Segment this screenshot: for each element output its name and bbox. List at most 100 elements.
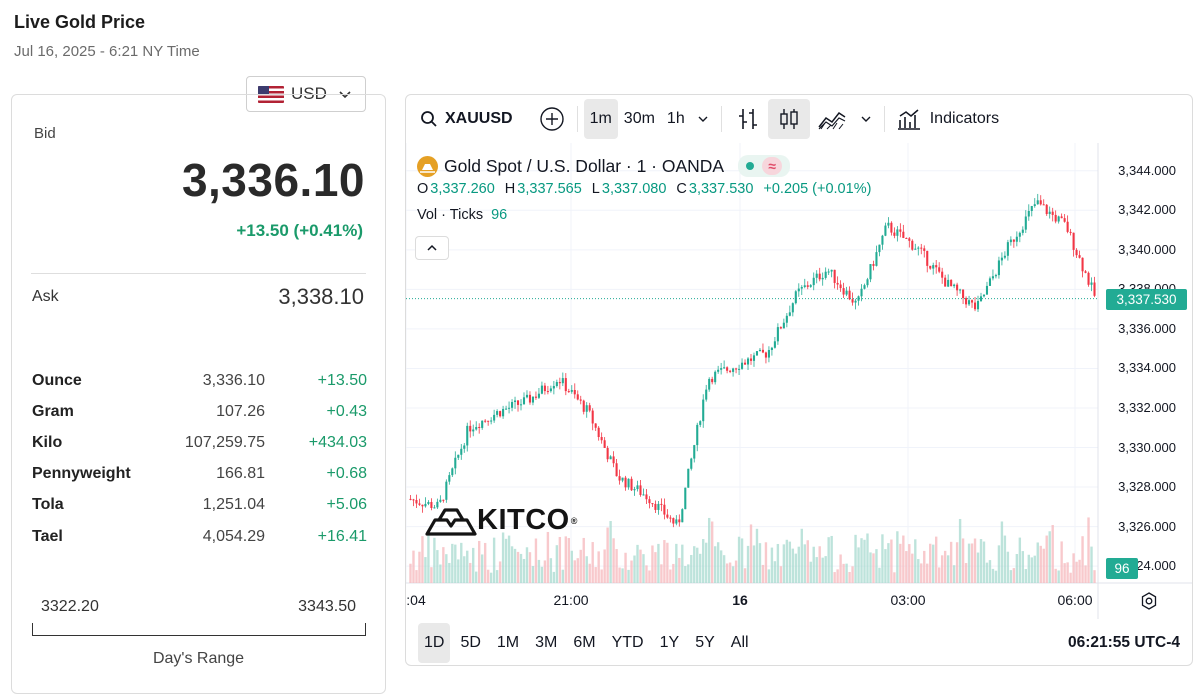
page-subtitle: Jul 16, 2025 - 6:21 NY Time [14, 43, 200, 60]
candle-body [815, 273, 818, 278]
volume-bar [794, 553, 798, 583]
ohlc-low: 3,337.080 [601, 181, 667, 197]
candle-body [1051, 211, 1054, 215]
volume-bar [866, 533, 869, 583]
volume-bar [430, 567, 433, 583]
candles-button[interactable] [767, 99, 810, 139]
candle-body [597, 427, 600, 438]
volume-bar [663, 540, 666, 583]
volume-bar [457, 559, 460, 583]
volume-bar [507, 535, 511, 583]
candle-body [887, 222, 890, 226]
volume-bar [899, 543, 902, 583]
candle-body [803, 285, 806, 288]
timezone-clock[interactable]: 06:21:55 UTC-4 [1068, 634, 1180, 651]
candle-body [657, 503, 660, 510]
compare-button[interactable] [533, 99, 571, 139]
chart-type-dropdown[interactable] [854, 99, 878, 139]
interval-1m[interactable]: 1m [583, 99, 618, 139]
volume-bar [1051, 525, 1054, 583]
range-5d[interactable]: 5D [460, 634, 481, 651]
volume-bar [863, 539, 866, 583]
volume-bar [770, 547, 774, 583]
ask-label: Ask [32, 288, 59, 305]
gold-symbol-icon [417, 155, 438, 177]
candle-body [800, 287, 803, 289]
volume-bar [755, 528, 759, 583]
range-1m[interactable]: 1M [496, 634, 520, 651]
volume-bar [439, 564, 442, 583]
ohlc-change: +0.205 (+0.01%) [763, 181, 872, 197]
range-1d[interactable]: 1D [418, 623, 451, 663]
unit-change: +13.50 [317, 371, 367, 389]
chart-area[interactable] [406, 143, 1193, 619]
volume-bar [454, 544, 457, 583]
candle-body [866, 279, 869, 286]
volume-bar [445, 554, 448, 583]
candles-icon [780, 109, 798, 129]
candle-body [505, 408, 508, 410]
candle-body [555, 382, 558, 387]
volume-bar [1045, 535, 1048, 583]
candle-body [525, 394, 529, 398]
chart-settings-icon[interactable] [1139, 591, 1159, 616]
volume-tag: 96 [1106, 558, 1138, 579]
candle-body [1000, 257, 1003, 261]
candle-body [752, 355, 756, 361]
candle-body [761, 349, 764, 353]
volume-bar [448, 562, 451, 583]
volume-bar [546, 531, 550, 583]
volume-bar [636, 544, 639, 583]
candle-body [836, 282, 839, 285]
interval-dropdown[interactable] [691, 99, 715, 139]
symbol-search-button[interactable]: XAUUSD [414, 99, 519, 139]
candle-body [857, 296, 860, 301]
candle-body [1015, 236, 1018, 242]
candle-body [1060, 216, 1063, 219]
volume-bar [579, 549, 582, 583]
candle-body [663, 504, 666, 515]
candle-body [567, 391, 570, 393]
area-chart-button[interactable] [810, 99, 854, 139]
collapse-legend-button[interactable] [415, 236, 449, 260]
volume-bar [1000, 521, 1004, 583]
volume-bar [540, 566, 544, 583]
candle-body [726, 367, 729, 371]
ohlc-open-key: O [417, 181, 429, 197]
candle-body [496, 411, 499, 415]
range-6m[interactable]: 6M [573, 634, 596, 651]
volume-bar [943, 550, 947, 583]
range-ytd[interactable]: YTD [611, 634, 644, 651]
candle-body [660, 503, 663, 505]
candle-body [1024, 216, 1027, 230]
candle-body [1057, 216, 1060, 222]
volume-bar [1087, 517, 1090, 583]
unit-row: Pennyweight 166.81 +0.68 [32, 459, 367, 490]
candle-body [884, 225, 887, 236]
candle-body [534, 396, 537, 398]
candle-body [642, 494, 645, 496]
price-chart[interactable] [406, 143, 1193, 619]
toolbar-separator [883, 106, 885, 132]
candle-body [454, 457, 457, 469]
volume-bar [412, 550, 415, 583]
volume-bar [642, 554, 645, 583]
candle-body [821, 277, 824, 280]
range-5y[interactable]: 5Y [695, 634, 715, 651]
volume-bar [409, 563, 412, 583]
unit-change: +0.43 [326, 402, 367, 420]
interval-30m[interactable]: 30m [623, 110, 655, 127]
interval-1h[interactable]: 1h [666, 110, 685, 127]
range-1y[interactable]: 1Y [659, 634, 680, 651]
chart-toolbar: XAUUSD 1m 30m 1h Indicators [406, 95, 1192, 143]
range-all[interactable]: All [730, 634, 749, 651]
bar-chart-button[interactable] [728, 99, 768, 139]
candle-body [923, 248, 926, 251]
volume-bar [442, 547, 445, 583]
candle-body [430, 502, 433, 509]
candle-body [842, 288, 845, 295]
indicators-button[interactable]: Indicators [891, 99, 1005, 139]
range-3m[interactable]: 3M [535, 634, 558, 651]
market-status-pill[interactable]: ≈ [738, 155, 791, 177]
candle-body [1054, 214, 1057, 222]
